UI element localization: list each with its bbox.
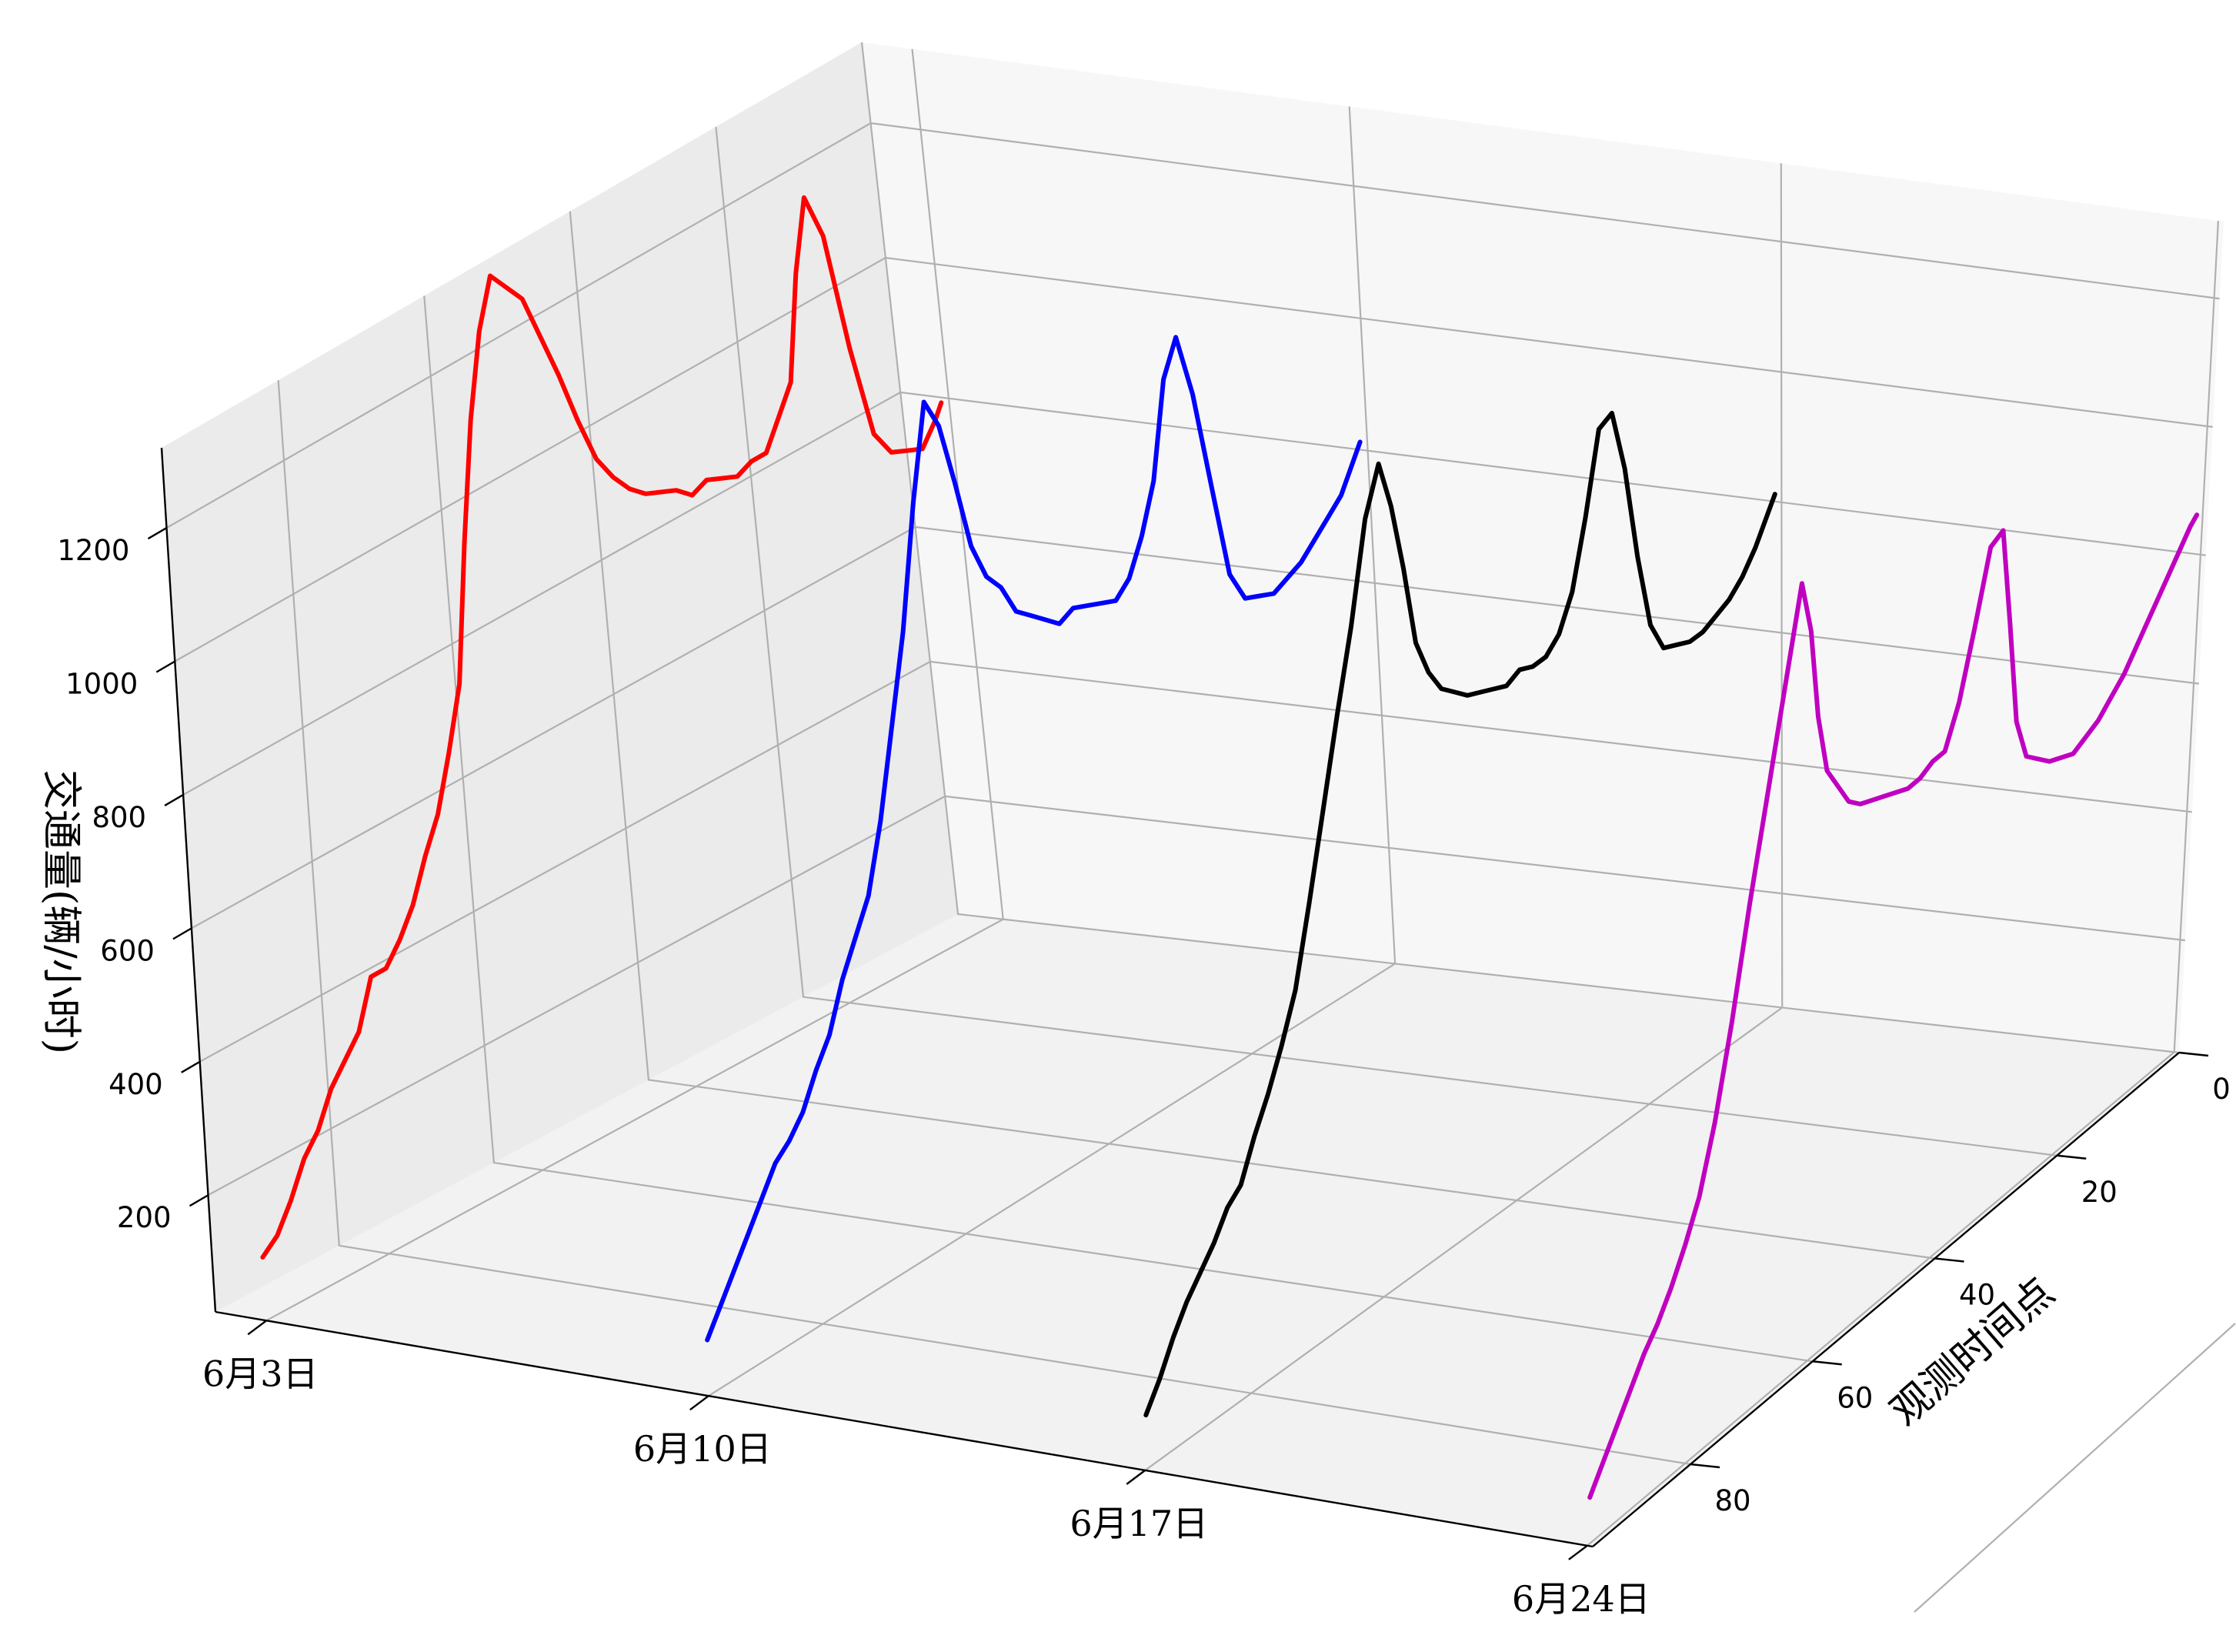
y-grid-line (715, 126, 2057, 1156)
x-tick (1568, 1544, 1588, 1560)
floor-pane (215, 914, 2179, 1547)
x-tick (247, 1320, 267, 1336)
x-tick (1126, 1469, 1146, 1485)
z-tick (155, 660, 175, 673)
x-tick-label: 6月17日 (1070, 1503, 1208, 1544)
y-tick-label: 60 (1837, 1381, 1873, 1414)
y-grid-line (569, 211, 1935, 1260)
y-grid-line (423, 295, 1813, 1363)
x-tick-label: 6月24日 (1512, 1578, 1650, 1620)
y-grid-line-extra (1914, 1323, 2236, 1613)
z-tick-label: 800 (92, 801, 146, 834)
z-axis-line (160, 447, 217, 1313)
z-tick (147, 527, 168, 540)
series-line-3 (1143, 410, 1777, 1418)
x-axis-line (215, 1310, 1594, 1548)
tick-labels: 200 400 600 800 1000 1200 6月3日 6月10日 6月17日 6月24日 0… (57, 527, 2231, 1620)
left-pane (162, 42, 958, 1312)
z-tick-label: 600 (100, 934, 155, 967)
x-tick-label: 6月10日 (633, 1428, 772, 1470)
y-tick (1812, 1360, 1842, 1366)
series-line-1 (260, 195, 944, 1260)
z-tick-label: 1000 (65, 667, 138, 700)
back-pane (862, 42, 2224, 1053)
y-tick (2178, 1051, 2209, 1057)
y-tick-label: 80 (1714, 1484, 1750, 1517)
x-tick (689, 1395, 709, 1411)
z-tick (164, 793, 184, 806)
z-tick (181, 1060, 201, 1073)
y-tick (2057, 1154, 2087, 1160)
y-tick (1934, 1257, 1964, 1263)
y-tick-label: 20 (2081, 1176, 2118, 1209)
z-axis-label: 交通量(辆/小时) (38, 769, 84, 1054)
z-tick (189, 1194, 209, 1207)
y-grid-line (860, 42, 2180, 1054)
z-tick-label: 400 (108, 1068, 163, 1101)
z-tick-label: 200 (117, 1201, 172, 1234)
y-tick-label: 40 (1959, 1279, 1995, 1312)
y-tick-label: 0 (2212, 1073, 2231, 1106)
x-tick-label: 6月3日 (202, 1353, 319, 1394)
y-tick (1690, 1463, 1720, 1469)
z-tick-label: 1200 (57, 534, 129, 567)
series-lines (260, 195, 2200, 1500)
y-grid-line (277, 380, 1691, 1466)
series-line-4 (1587, 512, 2200, 1500)
axes-panes (162, 42, 2224, 1547)
series-line-2 (705, 335, 1363, 1343)
z-tick (172, 927, 192, 940)
